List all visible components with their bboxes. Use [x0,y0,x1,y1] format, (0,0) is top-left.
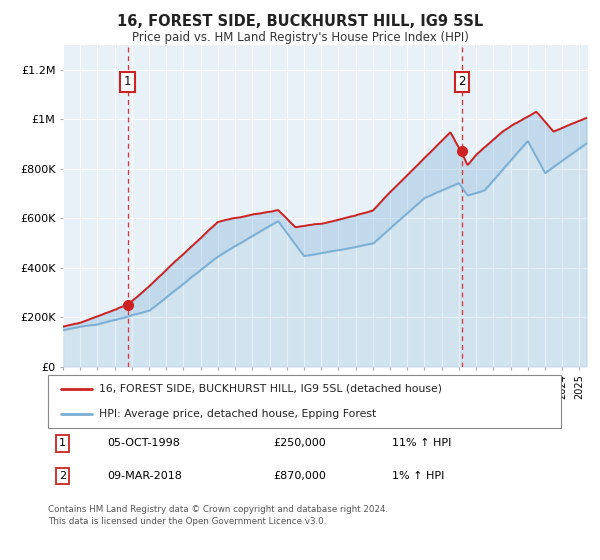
Text: £870,000: £870,000 [274,471,326,481]
Text: 1: 1 [59,438,66,449]
Text: 1: 1 [124,76,131,88]
Text: 11% ↑ HPI: 11% ↑ HPI [392,438,451,449]
Text: £250,000: £250,000 [274,438,326,449]
Text: 1% ↑ HPI: 1% ↑ HPI [392,471,444,481]
Text: 16, FOREST SIDE, BUCKHURST HILL, IG9 5SL (detached house): 16, FOREST SIDE, BUCKHURST HILL, IG9 5SL… [100,384,442,394]
Text: HPI: Average price, detached house, Epping Forest: HPI: Average price, detached house, Eppi… [100,408,377,418]
Text: 05-OCT-1998: 05-OCT-1998 [107,438,180,449]
Text: 16, FOREST SIDE, BUCKHURST HILL, IG9 5SL: 16, FOREST SIDE, BUCKHURST HILL, IG9 5SL [117,14,483,29]
FancyBboxPatch shape [48,375,561,428]
Text: Contains HM Land Registry data © Crown copyright and database right 2024.
This d: Contains HM Land Registry data © Crown c… [48,505,388,526]
Text: Price paid vs. HM Land Registry's House Price Index (HPI): Price paid vs. HM Land Registry's House … [131,31,469,44]
Text: 09-MAR-2018: 09-MAR-2018 [107,471,182,481]
Text: 2: 2 [458,76,466,88]
Text: 2: 2 [59,471,66,481]
